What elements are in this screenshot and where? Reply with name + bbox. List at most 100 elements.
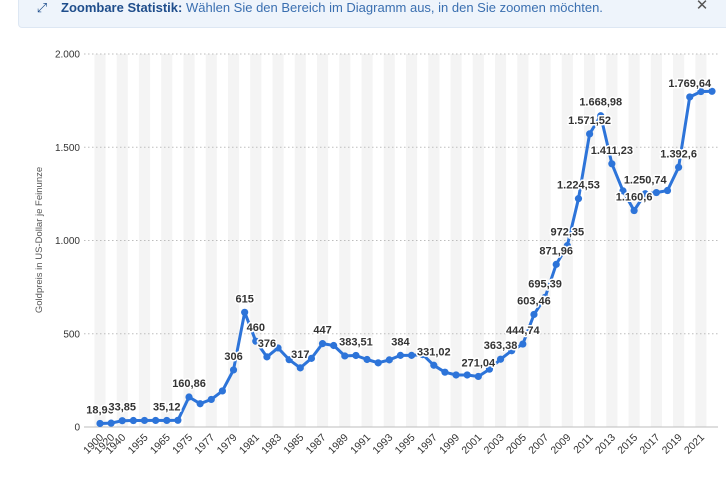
data-point[interactable] bbox=[218, 387, 226, 395]
data-point[interactable] bbox=[597, 112, 605, 120]
data-point[interactable] bbox=[519, 340, 527, 348]
data-point[interactable] bbox=[407, 351, 416, 359]
x-tick-label: 1995 bbox=[393, 432, 418, 457]
data-label: 871,96 bbox=[539, 245, 573, 257]
data-point[interactable] bbox=[508, 347, 516, 355]
data-point[interactable] bbox=[263, 353, 271, 361]
y-axis-label: Goldpreis in US-Dollar je Feinunze bbox=[34, 167, 45, 313]
data-point[interactable] bbox=[341, 352, 349, 360]
x-tick-label: 1981 bbox=[237, 432, 262, 457]
data-label: 1.250,74 bbox=[624, 175, 668, 187]
data-point[interactable] bbox=[174, 416, 182, 424]
x-tick-label: 2011 bbox=[571, 432, 596, 457]
data-label: 1.769,64 bbox=[668, 78, 712, 90]
x-tick-label: 2021 bbox=[682, 432, 707, 457]
data-point[interactable] bbox=[163, 416, 171, 425]
x-tick-label: 1999 bbox=[437, 432, 462, 457]
x-tick-label: 2007 bbox=[526, 432, 551, 457]
data-point[interactable] bbox=[129, 416, 137, 425]
data-label: 1.668,98 bbox=[579, 97, 622, 109]
data-point[interactable] bbox=[552, 260, 560, 268]
data-point[interactable] bbox=[652, 188, 660, 197]
data-point[interactable] bbox=[686, 93, 694, 101]
y-tick-label: 2.000 bbox=[55, 50, 80, 61]
data-point[interactable] bbox=[675, 163, 683, 171]
data-point[interactable] bbox=[441, 368, 449, 376]
data-point[interactable] bbox=[207, 395, 215, 404]
data-point[interactable] bbox=[619, 187, 627, 195]
data-point[interactable] bbox=[330, 341, 338, 350]
data-point[interactable] bbox=[586, 130, 594, 138]
data-point[interactable] bbox=[374, 359, 382, 367]
data-point[interactable] bbox=[229, 366, 238, 374]
background-band bbox=[428, 54, 440, 427]
data-point[interactable] bbox=[318, 340, 327, 348]
data-point[interactable] bbox=[385, 356, 393, 364]
data-point[interactable] bbox=[563, 242, 571, 250]
data-point[interactable] bbox=[396, 351, 405, 359]
data-point[interactable] bbox=[152, 416, 160, 425]
data-point[interactable] bbox=[485, 365, 494, 373]
data-point[interactable] bbox=[641, 190, 649, 198]
data-label: 444,74 bbox=[506, 325, 541, 337]
data-point[interactable] bbox=[196, 400, 204, 408]
data-point[interactable] bbox=[463, 371, 471, 379]
data-label: 384 bbox=[391, 336, 410, 348]
data-point[interactable] bbox=[96, 419, 104, 428]
series-points[interactable] bbox=[96, 87, 716, 428]
y-tick-label: 0 bbox=[74, 423, 80, 434]
data-point[interactable] bbox=[307, 354, 316, 362]
data-point[interactable] bbox=[496, 355, 505, 363]
close-icon[interactable]: ✕ bbox=[695, 0, 709, 14]
data-point[interactable] bbox=[541, 293, 549, 301]
data-label: 363,38 bbox=[484, 340, 518, 352]
data-point[interactable] bbox=[118, 417, 126, 425]
data-label: 615 bbox=[235, 293, 253, 305]
data-point[interactable] bbox=[363, 355, 371, 364]
x-tick-label: 1991 bbox=[348, 432, 373, 457]
data-label: 1.224,53 bbox=[557, 180, 600, 192]
data-point[interactable] bbox=[352, 351, 360, 360]
data-label: 1.571,52 bbox=[568, 115, 611, 127]
data-point[interactable] bbox=[274, 344, 282, 352]
data-point[interactable] bbox=[474, 372, 482, 381]
data-label: 1.411,23 bbox=[591, 145, 633, 157]
background-band bbox=[606, 54, 618, 427]
data-point[interactable] bbox=[697, 87, 705, 96]
banner-title: Zoombare Statistik: bbox=[61, 0, 183, 15]
background-band bbox=[161, 54, 173, 427]
data-label: 447 bbox=[313, 325, 331, 337]
data-point[interactable] bbox=[252, 337, 260, 345]
x-tick-label: 1983 bbox=[259, 432, 284, 457]
data-point[interactable] bbox=[574, 195, 583, 203]
data-point[interactable] bbox=[285, 356, 293, 364]
x-tick-label: 1965 bbox=[148, 432, 173, 457]
data-label: 695,39 bbox=[528, 278, 562, 290]
data-point[interactable] bbox=[419, 351, 427, 359]
data-point[interactable] bbox=[608, 160, 616, 168]
data-point[interactable] bbox=[530, 310, 538, 319]
x-tick-label: 2005 bbox=[504, 432, 529, 457]
x-tick-label: 2017 bbox=[637, 432, 662, 457]
background-band bbox=[584, 54, 596, 427]
data-point[interactable] bbox=[630, 206, 638, 215]
background-band bbox=[316, 54, 329, 427]
data-label: 317 bbox=[291, 349, 309, 361]
data-point[interactable] bbox=[140, 416, 149, 425]
x-tick-label: 2019 bbox=[660, 432, 685, 457]
data-point[interactable] bbox=[241, 308, 249, 316]
x-tick-label: 2015 bbox=[615, 432, 640, 457]
data-point[interactable] bbox=[185, 393, 193, 401]
data-point[interactable] bbox=[663, 186, 672, 195]
background-band bbox=[250, 54, 262, 427]
data-label: 460 bbox=[247, 322, 265, 334]
banner-text: Zoombare Statistik: Wählen Sie den Berei… bbox=[61, 0, 603, 17]
data-point[interactable] bbox=[107, 419, 115, 427]
data-point[interactable] bbox=[430, 361, 438, 369]
data-label: 160,86 bbox=[172, 378, 206, 390]
data-point[interactable] bbox=[296, 364, 304, 372]
data-point[interactable] bbox=[708, 87, 716, 95]
data-label: 1.392,6 bbox=[660, 148, 697, 160]
data-point[interactable] bbox=[452, 371, 460, 379]
